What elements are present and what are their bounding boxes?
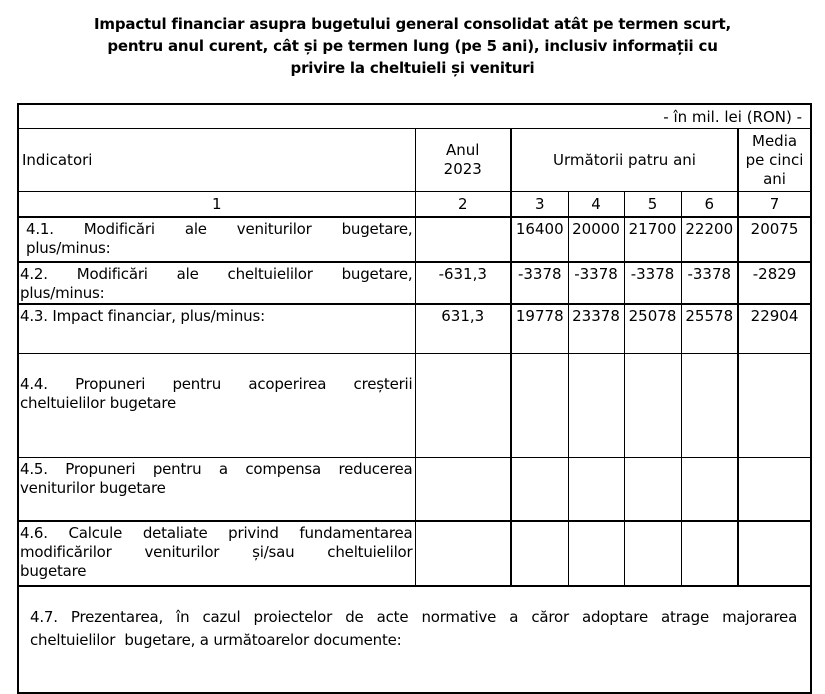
header-media-cinci-ani: Media pe cinci ani [736,128,812,192]
label-line: bugetare [20,562,87,580]
header-indicatori: Indicatori [17,128,416,192]
cell-4-6-col3 [510,520,569,587]
label-line: plus/minus: [20,284,105,302]
table-row-4-5: 4.5. Propuneri pentru a compensa reducer… [17,457,812,522]
label-line: modificărilor veniturilor și/sau cheltui… [20,543,413,561]
cell-4-4-col5 [623,353,682,458]
header-line: Anul [446,141,480,159]
column-number: 6 [680,191,739,218]
label-line: 4.6. Calcule detaliate privind fundament… [20,524,413,542]
header-urmatorii-patru-ani: Următorii patru ani [510,128,739,192]
column-number: 3 [510,191,569,218]
cell-4-1-col5: 21700 [623,216,682,263]
table-row-4-6: 4.6. Calcule detaliate privind fundament… [17,520,812,587]
row-4-6-label: 4.6. Calcule detaliate privind fundament… [17,520,416,587]
document-title: Impactul financiar asupra bugetului gene… [0,13,825,79]
label-line: 4.2. Modificări ale cheltuielilor bugeta… [20,265,413,283]
row-4-3-label: 4.3. Impact financiar, plus/minus: [17,303,416,354]
cell-4-6-col6 [680,520,739,587]
table-row-4-4: 4.4. Propuneri pentru acoperirea creșter… [17,353,812,458]
cell-4-3-col4: 23378 [567,303,625,354]
header-line: Media [752,131,798,150]
cell-4-6-col2 [414,520,512,587]
cell-4-3-col2: 631,3 [414,303,512,354]
cell-4-4-col3 [510,353,569,458]
label-line: cheltuielilor bugetare [20,394,177,412]
label-line: 4.5. Propuneri pentru a compensa reducer… [20,460,413,478]
header-line: ani [763,169,786,188]
cell-4-4-col7 [736,353,812,458]
label-line: 4.1. Modificări ale veniturilor bugetare… [26,220,413,238]
table-row-4-2: 4.2. Modificări ale cheltuielilor bugeta… [17,261,812,305]
document-page: Impactul financiar asupra bugetului gene… [0,13,825,694]
title-line: privire la cheltuieli și venituri [290,59,535,77]
cell-4-2-col6: -3378 [680,261,739,305]
label-line: veniturilor bugetare [20,479,166,497]
title-line: pentru anul curent, cât și pe termen lun… [107,37,718,55]
cell-4-4-col4 [567,353,625,458]
cell-4-5-col6 [680,457,739,522]
header-line: pe cinci [745,150,804,169]
cell-4-3-col7: 22904 [736,303,812,354]
table-row-4-7: 4.7. Prezentarea, în cazul proiectelor d… [17,585,812,694]
row-4-2-label: 4.2. Modificări ale cheltuielilor bugeta… [17,261,416,305]
cell-4-2-col4: -3378 [567,261,625,305]
column-number: 1 [17,191,416,218]
cell-4-6-col4 [567,520,625,587]
label-line: plus/minus: [26,239,111,257]
label-line: cheltuielilor bugetare, a următoarelor d… [30,631,402,649]
label-line: 4.4. Propuneri pentru acoperirea creșter… [20,375,413,393]
cell-4-2-col5: -3378 [623,261,682,305]
cell-4-3-col6: 25578 [680,303,739,354]
cell-4-6-col5 [623,520,682,587]
row-4-1-label: 4.1. Modificări ale veniturilor bugetare… [17,216,416,263]
financial-impact-table: - în mil. lei (RON) - Indicatori Anul 20… [17,103,813,694]
cell-4-1-col2 [414,216,512,263]
cell-4-5-col4 [567,457,625,522]
label-line: 4.3. Impact financiar, plus/minus: [20,307,265,325]
cell-4-5-col7 [736,457,812,522]
row-4-5-label: 4.5. Propuneri pentru a compensa reducer… [17,457,416,522]
cell-4-5-col5 [623,457,682,522]
row-4-7-cell: 4.7. Prezentarea, în cazul proiectelor d… [17,585,812,694]
cell-4-1-col3: 16400 [510,216,569,263]
unit-note-row: - în mil. lei (RON) - [17,103,812,129]
header-anul-2023: Anul 2023 [414,128,512,192]
cell-4-5-col2 [414,457,512,522]
cell-4-2-col2: -631,3 [414,261,512,305]
cell-4-2-col3: -3378 [510,261,569,305]
header-row: Indicatori Anul 2023 Următorii patru ani… [17,128,812,192]
cell-4-2-col7: -2829 [736,261,812,305]
cell-4-6-col7 [736,520,812,587]
header-line: 2023 [443,160,482,178]
label-line: 4.7. Prezentarea, în cazul proiectelor d… [30,608,798,626]
cell-4-1-col7: 20075 [736,216,812,263]
table-row-4-3: 4.3. Impact financiar, plus/minus: 631,3… [17,303,812,354]
column-number: 5 [623,191,682,218]
row-4-4-label: 4.4. Propuneri pentru acoperirea creșter… [17,353,416,458]
cell-4-1-col4: 20000 [567,216,625,263]
cell-4-4-col2 [414,353,512,458]
column-numbers-row: 1 2 3 4 5 6 7 [17,191,812,218]
cell-4-4-col6 [680,353,739,458]
table-row-4-1: 4.1. Modificări ale veniturilor bugetare… [17,216,812,263]
cell-4-3-col5: 25078 [623,303,682,354]
cell-4-5-col3 [510,457,569,522]
column-number: 2 [414,191,512,218]
cell-4-1-col6: 22200 [680,216,739,263]
title-line: Impactul financiar asupra bugetului gene… [94,15,731,33]
column-number: 7 [736,191,812,218]
column-number: 4 [567,191,625,218]
unit-note: - în mil. lei (RON) - [17,103,812,129]
cell-4-3-col3: 19778 [510,303,569,354]
